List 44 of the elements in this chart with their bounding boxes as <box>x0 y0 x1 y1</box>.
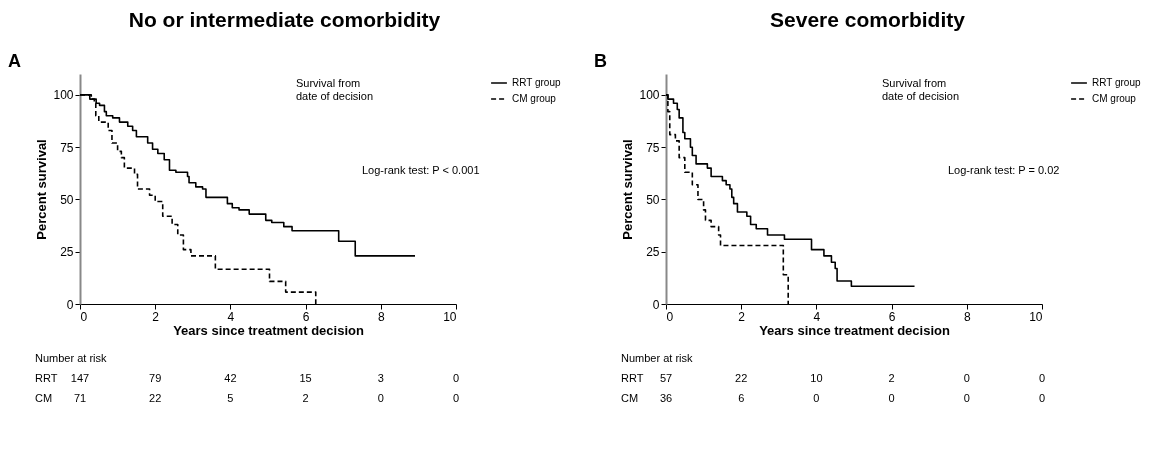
y-tick-label: 100 <box>639 88 660 103</box>
legend-label: CM group <box>512 93 557 104</box>
y-tick-label: 0 <box>66 297 74 312</box>
x-tick-label: 10 <box>443 309 457 324</box>
x-tick-label: 2 <box>152 309 160 324</box>
text: Number at risk <box>35 352 108 364</box>
y-tick-label: 75 <box>646 140 660 155</box>
y-tick-label: 100 <box>53 88 74 103</box>
x-tick-label: 4 <box>227 309 235 324</box>
x-tick-label: 0 <box>80 309 88 324</box>
y-tick-label: 0 <box>652 297 660 312</box>
x-tick-label: 0 <box>666 309 674 324</box>
y-axis-title: Percent survival <box>34 139 50 240</box>
annotation: Log-rank test: P = 0.02 <box>948 164 1060 176</box>
x-axis-title: Years since treatment decision <box>173 322 364 338</box>
legend-label: CM group <box>1092 93 1137 104</box>
y-tick-label: 50 <box>646 192 660 207</box>
chart-title: Severe comorbidity <box>770 8 966 31</box>
legend-label: RRT group <box>1092 77 1141 88</box>
y-tick-label: 50 <box>60 192 74 207</box>
x-tick-label: 6 <box>888 309 896 324</box>
x-tick-label: 8 <box>963 309 971 324</box>
annotation: Survival from date of decision <box>882 77 960 102</box>
legend-label: RRT group <box>512 77 561 88</box>
text: RRT 147 79 42 15 3 0 <box>35 372 460 384</box>
y-tick-label: 75 <box>60 140 74 155</box>
x-axis-title: Years since treatment decision <box>759 322 950 338</box>
y-tick-label: 25 <box>60 245 74 260</box>
text: A <box>8 51 21 71</box>
text: RRT 57 22 10 2 0 0 <box>621 372 1046 384</box>
y-axis-title: Percent survival <box>620 139 636 240</box>
x-tick-label: 4 <box>813 309 821 324</box>
y-tick-label: 25 <box>646 245 660 260</box>
x-tick-label: 6 <box>302 309 310 324</box>
annotation: Log-rank test: P < 0.001 <box>362 164 480 176</box>
text: B <box>594 51 607 71</box>
text: CM 36 6 0 0 0 0 <box>621 392 1046 404</box>
x-tick-label: 10 <box>1029 309 1043 324</box>
text: Number at risk <box>621 352 694 364</box>
text: CM 71 22 5 2 0 0 <box>35 392 460 404</box>
x-tick-label: 8 <box>377 309 385 324</box>
x-tick-label: 2 <box>738 309 746 324</box>
chart-title: No or intermediate comorbidity <box>128 8 441 31</box>
annotation: Survival from date of decision <box>296 77 374 102</box>
